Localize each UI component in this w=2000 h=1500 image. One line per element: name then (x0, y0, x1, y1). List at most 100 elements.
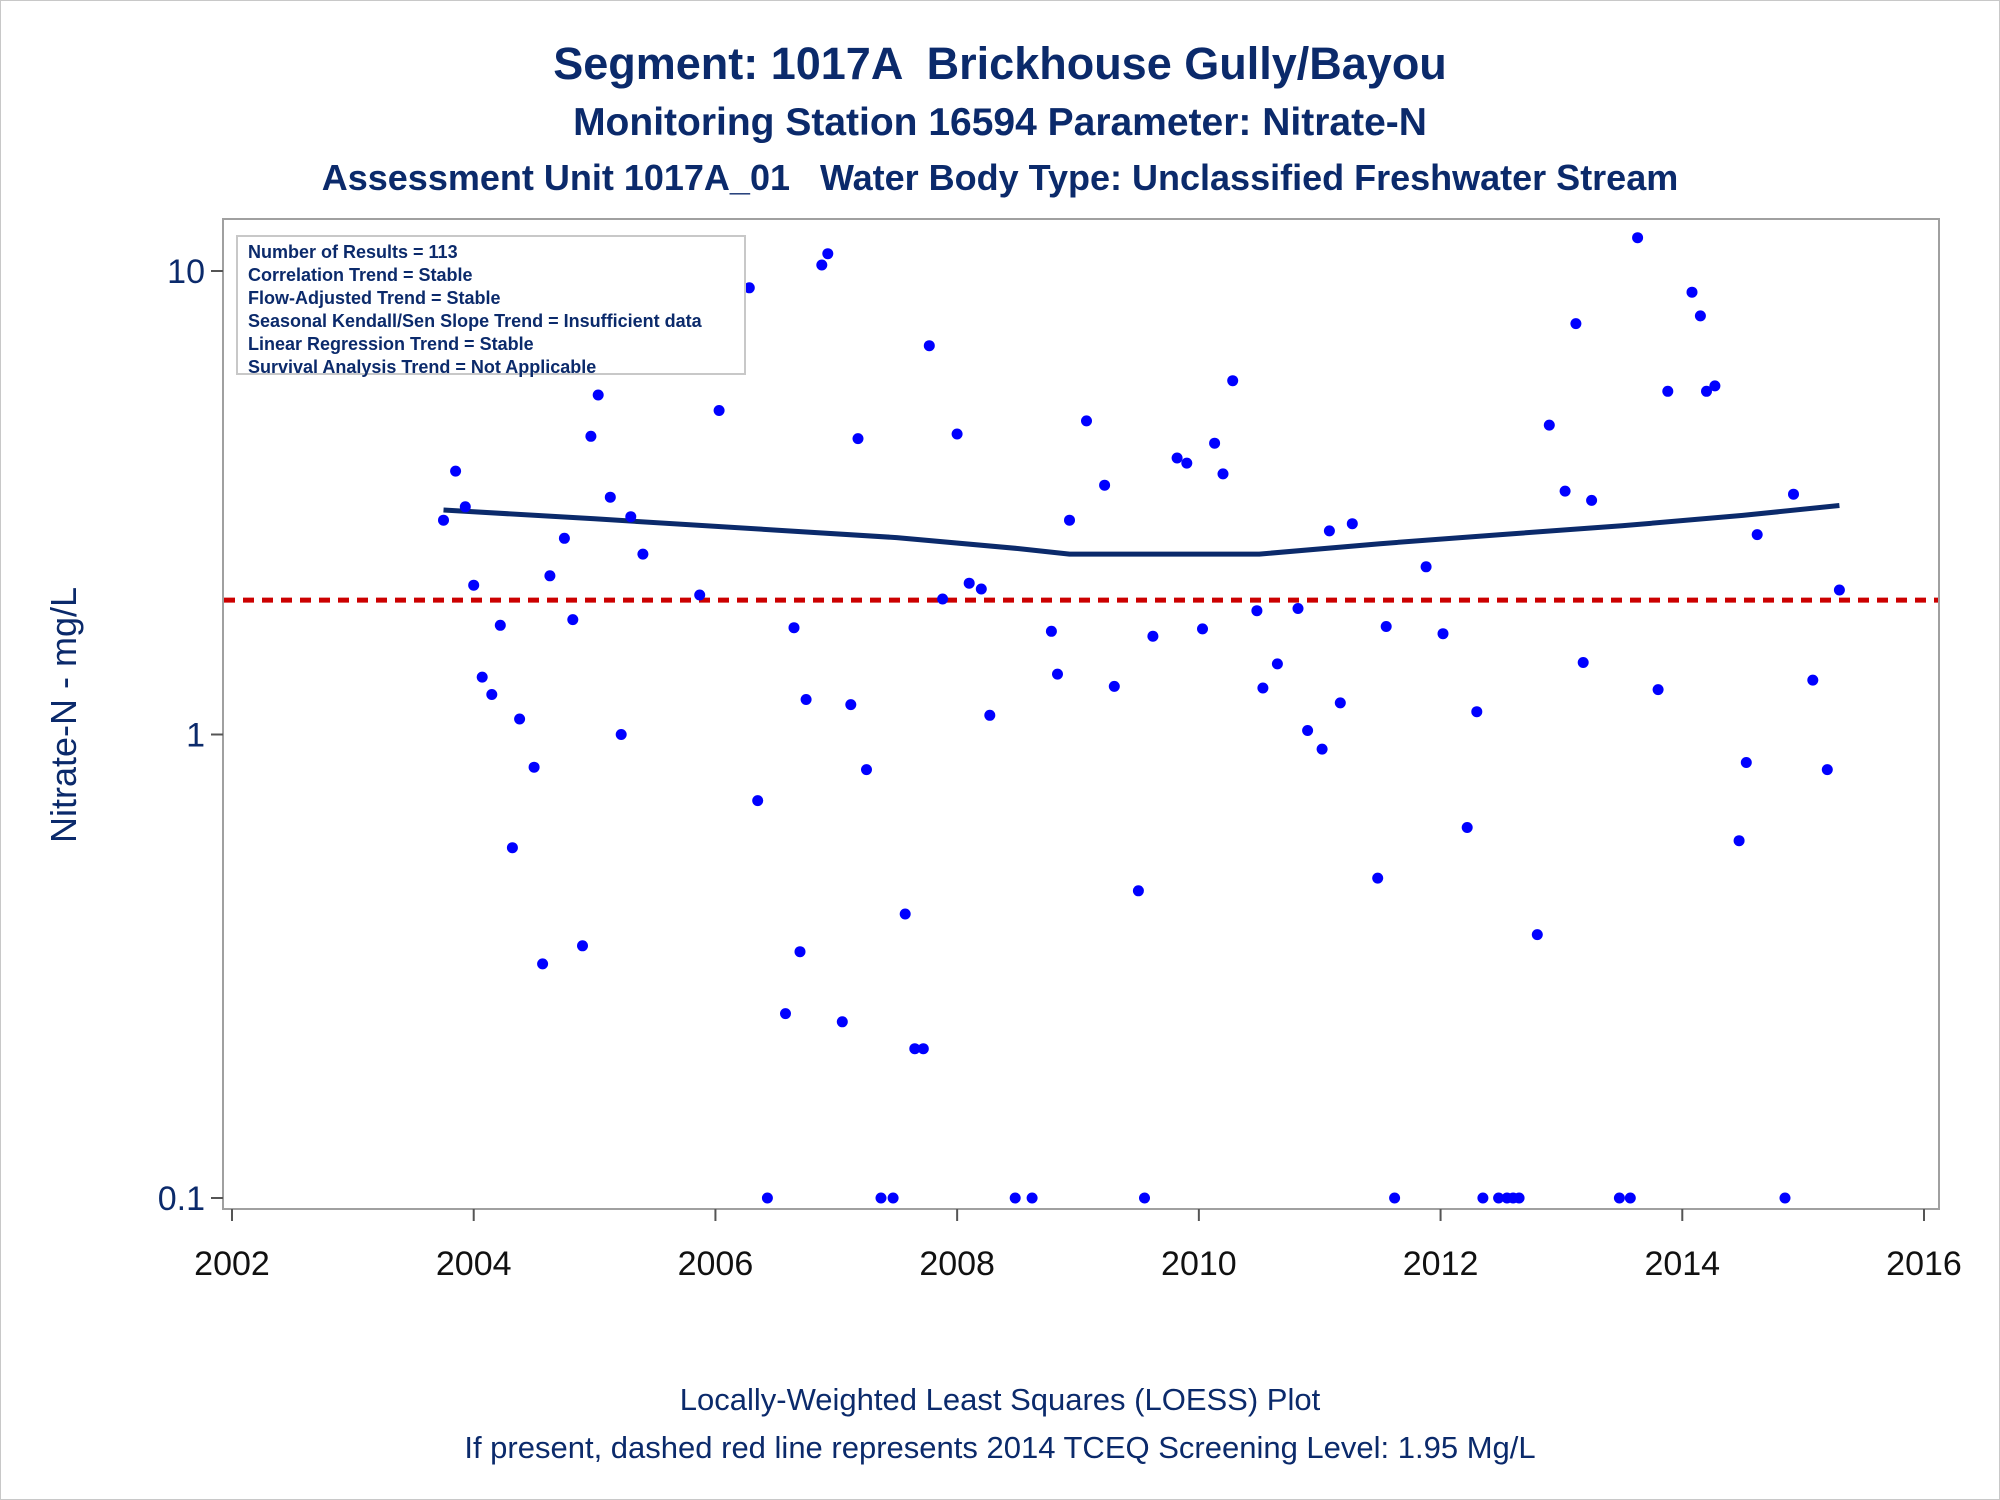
data-point (822, 248, 834, 260)
data-point (1701, 385, 1712, 397)
data-point (459, 501, 471, 513)
data-point (1132, 885, 1144, 897)
data-point (1740, 757, 1752, 768)
data-point (1420, 561, 1432, 573)
x-tick-label: 2010 (1161, 1245, 1237, 1283)
data-point (577, 940, 588, 952)
stat-line: Survival Analysis Trend = Not Applicable (248, 357, 597, 377)
x-tick-label: 2008 (919, 1245, 995, 1283)
data-point (1081, 415, 1092, 427)
x-tick-label: 2016 (1886, 1245, 1962, 1283)
data-point (1559, 485, 1571, 497)
x-tick-label: 2002 (194, 1245, 270, 1283)
loess-line (443, 503, 1840, 557)
stat-line: Number of Results = 113 (248, 242, 458, 262)
data-point (1257, 682, 1269, 694)
data-point (1632, 232, 1644, 244)
data-point (592, 389, 604, 401)
data-point (468, 579, 480, 591)
data-point (875, 1192, 887, 1204)
data-point (1026, 1192, 1038, 1204)
data-point (1197, 623, 1208, 635)
data-point (438, 514, 449, 526)
data-point (1833, 584, 1845, 596)
data-point (1316, 743, 1328, 755)
footnote-screening: If present, dashed red line represents 2… (464, 1430, 1536, 1465)
data-point (585, 430, 597, 442)
data-point (1779, 1192, 1791, 1204)
data-point (752, 795, 764, 807)
data-point (899, 908, 911, 920)
stat-line: Linear Regression Trend = Stable (248, 334, 534, 354)
data-point (1543, 419, 1555, 431)
data-point (1709, 380, 1721, 392)
data-point (450, 465, 462, 477)
plot-area (222, 218, 1940, 1210)
data-point (1577, 657, 1589, 668)
data-point (1694, 310, 1706, 322)
data-point (1251, 605, 1263, 617)
data-point (887, 1192, 899, 1204)
data-point (1302, 725, 1314, 736)
data-point (1045, 625, 1057, 637)
points-layer (438, 232, 1845, 1204)
data-point (816, 259, 828, 271)
data-point (1662, 385, 1674, 397)
data-point (528, 761, 540, 773)
data-point (1147, 630, 1159, 642)
x-tick-label: 2006 (678, 1245, 754, 1283)
data-point (694, 589, 706, 601)
data-point (1471, 706, 1483, 718)
data-point (604, 491, 616, 503)
data-point (937, 593, 949, 605)
data-point (963, 577, 975, 589)
data-point (1346, 518, 1358, 530)
data-point (625, 511, 637, 523)
chart-subtitle: Monitoring Station 16594 Parameter: Nitr… (573, 101, 1427, 144)
data-point (861, 764, 872, 776)
data-point (1372, 872, 1384, 884)
data-point (1586, 494, 1598, 506)
data-point (1652, 684, 1664, 696)
data-point (923, 340, 935, 352)
x-tick-label: 2004 (436, 1245, 512, 1283)
y-axis: 0.1 1 10 (158, 253, 223, 1218)
data-point (537, 958, 549, 970)
data-point (1108, 680, 1120, 692)
data-point (1389, 1192, 1401, 1204)
data-point (845, 699, 857, 711)
data-point (909, 1043, 921, 1055)
data-point (1686, 286, 1698, 298)
data-point (1227, 375, 1239, 387)
data-point (761, 1192, 773, 1204)
data-point (1613, 1192, 1625, 1204)
data-point (615, 729, 627, 740)
trend-stats-box: Number of Results = 113 Correlation Tren… (236, 235, 746, 377)
data-point (1052, 668, 1063, 680)
data-point (836, 1016, 848, 1028)
data-point (1139, 1192, 1150, 1204)
data-point (1437, 628, 1449, 640)
data-point (1380, 621, 1392, 632)
data-point (544, 570, 556, 582)
data-point (1181, 457, 1193, 469)
y-tick-label: 0.1 (158, 1180, 205, 1218)
data-point (1570, 318, 1582, 330)
data-point (1461, 822, 1473, 833)
data-point (1821, 764, 1833, 776)
stat-line: Seasonal Kendall/Sen Slope Trend = Insuf… (248, 311, 702, 331)
data-point (514, 713, 526, 725)
data-point (1788, 488, 1799, 500)
data-point (1217, 468, 1229, 480)
data-point (1323, 525, 1335, 537)
data-point (975, 583, 987, 595)
data-point (852, 433, 864, 445)
stat-line: Correlation Trend = Stable (248, 265, 473, 285)
data-point (1807, 674, 1819, 686)
y-tick-label: 10 (167, 253, 205, 291)
x-tick-label: 2012 (1403, 1245, 1479, 1283)
y-tick-label: 1 (186, 717, 205, 755)
data-point (1009, 1192, 1021, 1204)
data-point (1531, 929, 1543, 941)
